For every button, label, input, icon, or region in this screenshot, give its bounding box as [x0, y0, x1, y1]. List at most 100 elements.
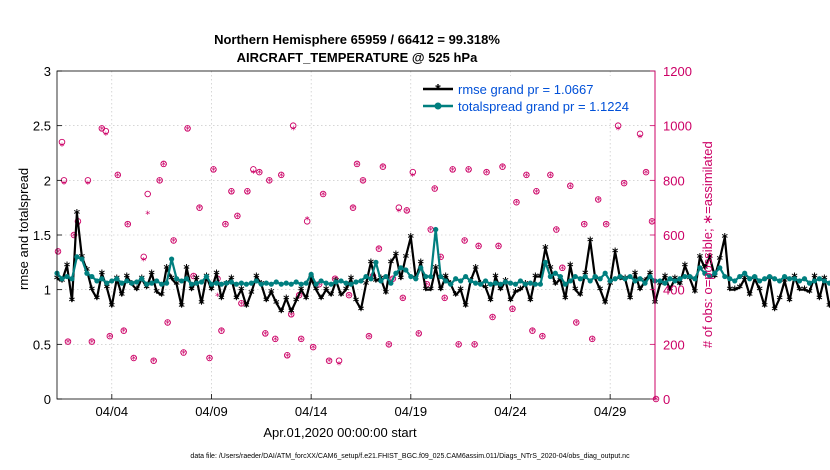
y2-tick-label: 0 [663, 392, 670, 407]
obs-possible-point [580, 220, 588, 228]
rmse-point: * [612, 245, 619, 259]
obs-assimilated-point: * [61, 180, 66, 191]
obs-assimilated-point: * [103, 130, 108, 141]
obs-assimilated-point: * [285, 352, 290, 363]
totalspread-point [303, 280, 309, 286]
obs-assimilated-point: * [145, 210, 150, 221]
rmse-point: * [712, 271, 719, 285]
totalspread-point [139, 276, 145, 282]
rmse-point: * [253, 271, 260, 285]
y-axis-label: rmse and totalspread [16, 168, 31, 290]
totalspread-point [358, 278, 364, 284]
obs-possible-point [353, 160, 361, 168]
totalspread-point [99, 276, 105, 282]
totalspread-point [522, 281, 529, 287]
rmse-point: * [94, 292, 101, 306]
obs-possible-point [461, 237, 468, 244]
obs-assimilated-point: * [297, 292, 302, 303]
rmse-point: * [487, 295, 494, 309]
obs-possible-point [345, 291, 353, 299]
totalspread-point [667, 276, 673, 282]
totalspread-point [59, 276, 65, 282]
totalspread-point [293, 279, 299, 285]
totalspread-point [477, 281, 484, 287]
rmse-point: * [557, 273, 564, 287]
totalspread-point [577, 276, 583, 282]
rmse-point: * [74, 207, 81, 221]
rmse-point: * [747, 289, 754, 303]
obs-possible-point [222, 220, 229, 228]
obs-possible-point [210, 166, 217, 173]
obs-possible-point [385, 341, 393, 348]
rmse-point: * [617, 273, 624, 287]
rmse-point: * [198, 297, 205, 311]
obs-possible-point [483, 168, 490, 176]
rmse-point: * [732, 284, 739, 298]
totalspread-point [208, 281, 215, 287]
totalspread-point [542, 259, 548, 265]
rmse-point: * [403, 251, 410, 265]
obs-possible-point [54, 248, 62, 255]
obs-assimilated-point: * [484, 169, 489, 180]
obs-possible-point [184, 125, 191, 132]
rmse-point: * [263, 295, 270, 309]
totalspread-point [642, 280, 648, 286]
totalspread-point [393, 270, 399, 276]
totalspread-point [69, 276, 75, 282]
x-axis-label: Apr.01,2020 00:00:00 start [263, 425, 417, 440]
rmse-point: * [348, 273, 355, 287]
totalspread-point [487, 281, 494, 287]
rmse-point: * [537, 271, 544, 285]
totalspread-point [408, 273, 414, 280]
rmse-point: * [433, 262, 440, 276]
rmse-point: * [781, 275, 788, 289]
obs-possible-point [539, 332, 546, 340]
totalspread-point [313, 281, 319, 287]
obs-assimilated-point: * [456, 341, 461, 352]
rmse-point: * [388, 256, 395, 270]
totalspread-point [333, 279, 339, 285]
obs-assimilated-point: * [263, 330, 268, 341]
grid [57, 71, 655, 399]
totalspread-point [662, 280, 668, 286]
obs-assimilated-point: * [582, 221, 587, 232]
totalspread-point [64, 273, 70, 280]
legend-rmse-marker: * [435, 81, 441, 97]
totalspread-point [816, 276, 823, 282]
totalspread-point [597, 276, 603, 282]
totalspread-point [473, 280, 479, 286]
obs-assimilated-point: * [185, 125, 190, 136]
obs-possible-point [58, 138, 66, 146]
x-tick-label: 04/24 [494, 404, 527, 419]
totalspread-point [198, 279, 205, 285]
obs-assimilated-point: * [161, 160, 166, 171]
obs-possible-point [106, 332, 114, 340]
obs-possible-point [114, 171, 122, 179]
obs-possible-point [309, 343, 317, 351]
obs-possible-point [559, 264, 566, 272]
obs-assimilated-point: * [644, 169, 649, 180]
rmse-point: * [826, 300, 830, 314]
rmse-point: * [662, 271, 669, 285]
obs-possible-point [234, 212, 241, 220]
obs-assimilated-point: * [317, 281, 322, 292]
obs-assimilated-point: * [289, 311, 294, 322]
totalspread-point [343, 280, 349, 286]
obs-possible-point [156, 177, 163, 184]
obs-assimilated-point: * [424, 281, 429, 292]
totalspread-point [637, 276, 643, 282]
y2-tick-label: 800 [663, 173, 685, 188]
obs-possible-point [415, 330, 423, 337]
obs-assimilated-point: * [99, 125, 104, 136]
totalspread-point [592, 273, 598, 280]
obs-possible-point [244, 188, 251, 195]
totalspread-point [413, 276, 419, 282]
obs-possible-point [130, 354, 137, 362]
totalspread-point [188, 281, 195, 287]
rmse-point: * [168, 273, 175, 287]
obs-possible-point [102, 127, 110, 135]
obs-possible-point [395, 204, 403, 211]
obs-assimilated-point: * [229, 188, 234, 199]
rmse-point: * [363, 278, 370, 292]
obs-assimilated-point: * [273, 335, 278, 346]
